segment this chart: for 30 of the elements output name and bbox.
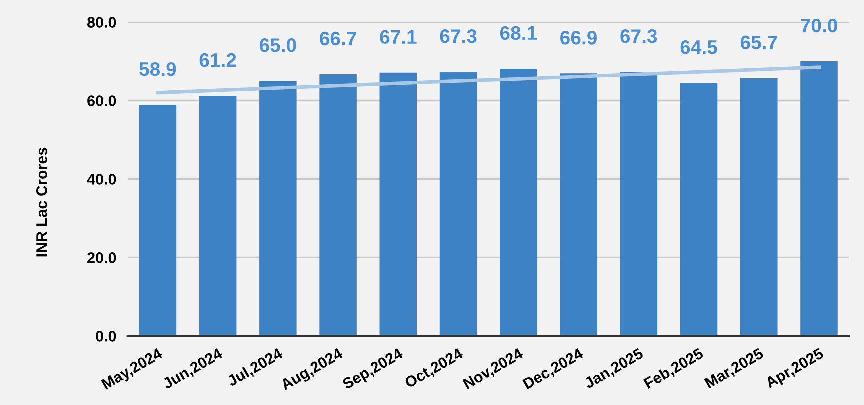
data-label: 68.1 <box>500 26 538 40</box>
bar <box>440 72 478 336</box>
data-label: 66.9 <box>560 31 597 45</box>
data-label: 61.2 <box>200 53 236 68</box>
bar <box>680 83 718 336</box>
bar <box>740 78 778 336</box>
y-tick-label: 60.0 <box>88 96 116 106</box>
y-tick-label: 40.0 <box>87 174 116 185</box>
bar <box>199 96 237 336</box>
y-tick-label: 80.0 <box>88 17 116 28</box>
data-label: 70.0 <box>801 18 838 33</box>
bar <box>500 68 538 336</box>
bar <box>260 81 297 336</box>
y-tick-label: 0.0 <box>96 331 116 342</box>
bar <box>620 72 658 336</box>
bar <box>139 105 177 336</box>
y-tick-label: 20.0 <box>88 252 116 264</box>
bar <box>560 74 598 336</box>
data-label: 58.9 <box>140 62 176 76</box>
data-label: 66.7 <box>320 32 356 46</box>
data-label: 65.0 <box>260 38 296 52</box>
bar <box>320 74 357 336</box>
bar <box>380 72 418 336</box>
data-label: 67.3 <box>620 29 658 44</box>
data-label: 64.5 <box>680 40 718 54</box>
data-label: 65.7 <box>740 36 778 50</box>
data-label: 67.3 <box>440 29 477 44</box>
data-label: 67.1 <box>380 30 417 44</box>
y-axis-title: INR Lac Crores <box>36 148 48 257</box>
bar <box>800 62 838 336</box>
